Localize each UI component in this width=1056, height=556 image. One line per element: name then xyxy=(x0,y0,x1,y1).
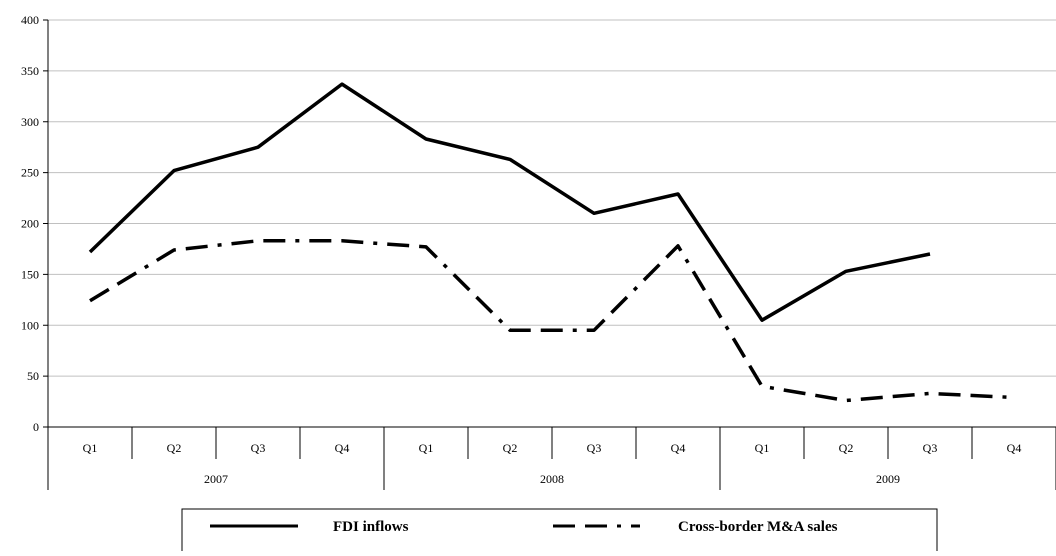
legend-label-fdi-inflows: FDI inflows xyxy=(333,519,409,535)
y-tick-label: 250 xyxy=(21,166,39,180)
x-quarter-label: Q4 xyxy=(335,441,350,455)
x-quarter-label: Q2 xyxy=(503,441,518,455)
x-year-label: 2009 xyxy=(876,472,900,486)
x-quarter-label: Q1 xyxy=(755,441,770,455)
y-tick-label: 200 xyxy=(21,217,39,231)
x-year-label: 2008 xyxy=(540,472,564,486)
y-tick-label: 150 xyxy=(21,267,39,281)
y-tick-label: 100 xyxy=(21,318,39,332)
y-tick-label: 300 xyxy=(21,115,39,129)
axes xyxy=(43,19,1056,490)
x-quarter-label: Q3 xyxy=(587,441,602,455)
x-quarter-label: Q4 xyxy=(1007,441,1022,455)
series-line-fdi-inflows xyxy=(88,82,931,322)
series-line-cross-border-m-a-sales xyxy=(89,239,1015,403)
x-quarter-label: Q1 xyxy=(419,441,434,455)
y-axis-ticks: 0 50 100 150 200 250 300 350 400 xyxy=(21,13,39,434)
y-tick-label: 50 xyxy=(27,369,39,383)
x-axis-categories: Q1 Q2 Q3 Q4 Q1 Q2 Q3 Q4 Q1 Q2 Q3 Q4 2007 2008 2009 xyxy=(83,441,1022,486)
legend: FDI inflows Cross-border M&A sales xyxy=(181,508,938,556)
y-tick-label: 0 xyxy=(33,420,39,434)
y-tick-label: 400 xyxy=(21,13,39,27)
x-year-label: 2007 xyxy=(204,472,228,486)
x-quarter-label: Q4 xyxy=(671,441,686,455)
x-quarter-label: Q2 xyxy=(167,441,182,455)
x-quarter-label: Q2 xyxy=(839,441,854,455)
y-tick-label: 350 xyxy=(21,64,39,78)
x-quarter-label: Q1 xyxy=(83,441,98,455)
x-quarter-label: Q3 xyxy=(251,441,266,455)
gridlines xyxy=(48,19,1056,377)
legend-box xyxy=(181,508,938,556)
series-lines xyxy=(88,82,1015,403)
legend-label-cross-border-ma-sales: Cross-border M&A sales xyxy=(678,519,838,535)
x-quarter-label: Q3 xyxy=(923,441,938,455)
